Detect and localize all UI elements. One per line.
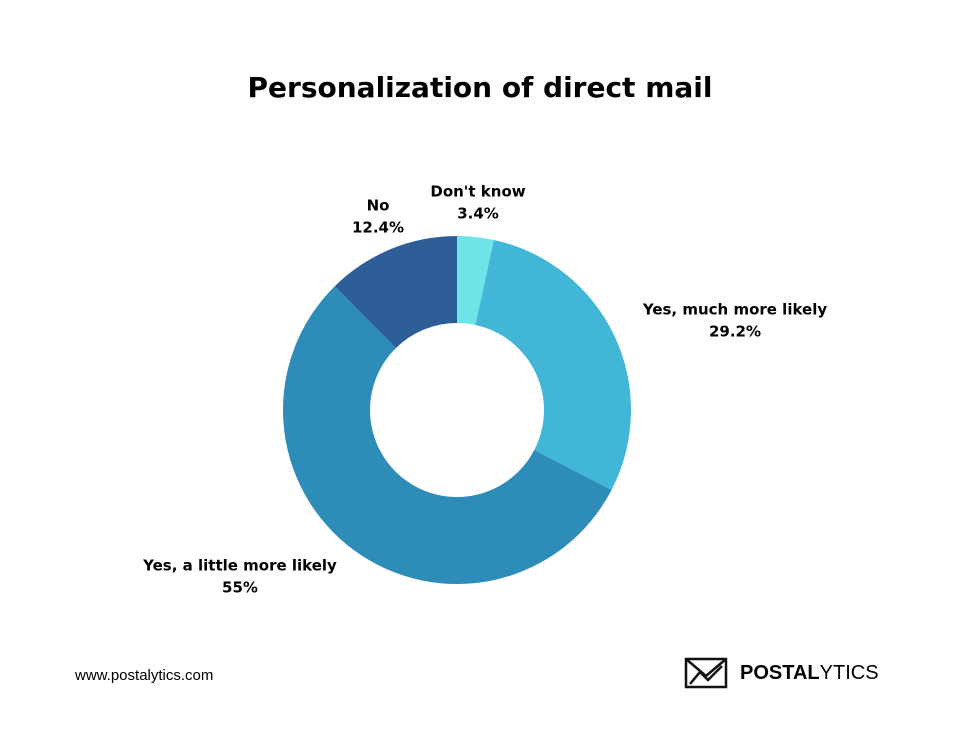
slice-value: 55% bbox=[222, 579, 258, 597]
logo-icon bbox=[684, 657, 728, 689]
logo-text: POSTALYTICS bbox=[740, 662, 879, 684]
slice-value: 3.4% bbox=[457, 205, 499, 223]
donut-slice bbox=[334, 236, 457, 349]
donut-slice bbox=[457, 236, 494, 325]
footer-url: www.postalytics.com bbox=[74, 667, 213, 684]
slice-label: No bbox=[367, 197, 390, 215]
donut-slice bbox=[283, 286, 612, 584]
donut-slice bbox=[475, 239, 631, 490]
logo-light: YTICS bbox=[820, 662, 879, 684]
slice-value: 12.4% bbox=[352, 219, 404, 237]
slice-label: Yes, much more likely bbox=[642, 301, 828, 319]
chart-title: Personalization of direct mail bbox=[248, 71, 713, 104]
slice-label: Don't know bbox=[430, 183, 525, 201]
slice-value: 29.2% bbox=[709, 323, 761, 341]
logo-bold: POSTAL bbox=[740, 662, 820, 684]
slice-label: Yes, a little more likely bbox=[142, 557, 337, 575]
